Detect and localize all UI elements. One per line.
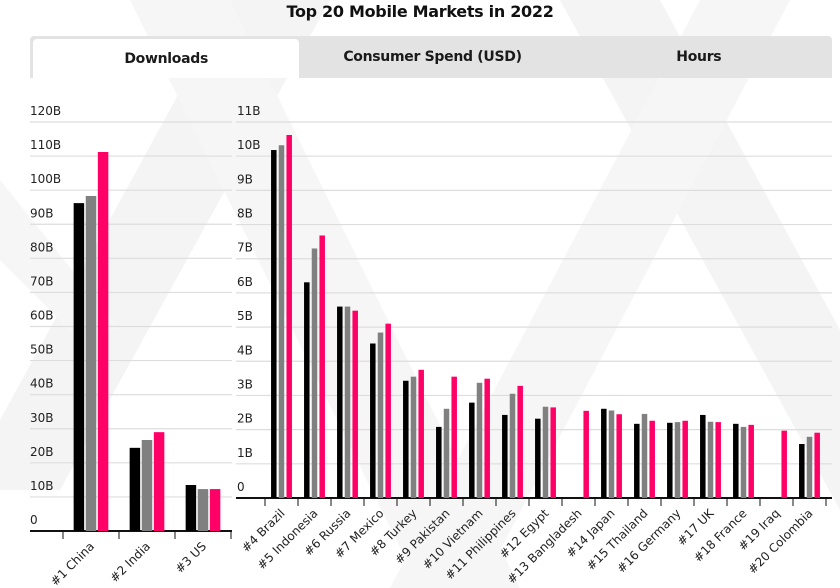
tab-hours[interactable]: Hours — [676, 49, 722, 65]
bar-series_2 — [311, 248, 318, 498]
bar-series_3 — [319, 235, 325, 498]
y-tick-label: 60B — [30, 309, 54, 323]
bar-series_1 — [370, 343, 376, 498]
x-tick-label: #2 India — [107, 539, 153, 585]
tab-bar: Downloads Consumer Spend (USD) Hours — [30, 36, 832, 78]
bar-series_3 — [715, 422, 721, 498]
y-tick-label: 10B — [237, 138, 261, 152]
bar-series_2 — [542, 406, 549, 498]
y-tick-label: 4B — [237, 343, 253, 357]
bar-series_3 — [517, 385, 523, 498]
bar-series_3 — [781, 430, 787, 498]
y-tick-label: 70B — [30, 274, 54, 288]
x-tick-label: #3 US — [172, 539, 209, 576]
bar-series_1 — [601, 408, 607, 498]
y-tick-label: 80B — [30, 240, 54, 254]
y-tick-label: 90B — [30, 206, 54, 220]
bar-series_3 — [616, 414, 622, 498]
y-tick-label: 100B — [30, 172, 61, 186]
chart-title: Top 20 Mobile Markets in 2022 — [286, 2, 554, 21]
bar-series_3 — [418, 369, 424, 498]
bar-series_3 — [748, 424, 754, 498]
bar-series_2 — [509, 393, 516, 498]
bar-series_1 — [403, 380, 409, 498]
y-tick-label: 0 — [30, 513, 38, 527]
bar-series_3 — [286, 134, 292, 499]
tab-consumer-spend[interactable]: Consumer Spend (USD) — [343, 49, 522, 65]
y-tick-label: 6B — [237, 275, 253, 289]
bar-series_2 — [141, 439, 153, 531]
y-tick-label: 10B — [30, 479, 54, 493]
bar-series_3 — [484, 378, 490, 498]
bar-series_2 — [278, 145, 285, 498]
bar-series_1 — [129, 447, 141, 531]
bar-series_1 — [337, 306, 343, 498]
bar-series_3 — [153, 432, 165, 531]
bar-series_3 — [385, 323, 391, 498]
bar-series_3 — [649, 420, 655, 498]
bar-series_3 — [682, 420, 688, 498]
bar-series_1 — [700, 414, 706, 498]
y-tick-label: 3B — [237, 377, 253, 391]
y-tick-label: 1B — [237, 446, 253, 460]
bar-series_2 — [377, 332, 384, 498]
bar-series_2 — [806, 436, 813, 498]
y-tick-label: 11B — [237, 104, 261, 118]
bar-series_1 — [304, 282, 310, 498]
bar-series_3 — [451, 376, 457, 498]
bar-series_2 — [410, 376, 417, 498]
bar-series_2 — [85, 195, 97, 532]
y-tick-label: 120B — [30, 104, 61, 118]
bar-series_1 — [634, 423, 640, 498]
bar-series_2 — [344, 306, 351, 498]
y-tick-label: 9B — [237, 172, 253, 186]
tab-downloads[interactable]: Downloads — [33, 39, 300, 78]
bar-series_1 — [535, 418, 541, 498]
y-tick-label: 2B — [237, 412, 253, 426]
bar-series_2 — [443, 408, 450, 498]
bar-series_3 — [583, 410, 589, 498]
bar-series_3 — [209, 489, 221, 531]
y-tick-label: 110B — [30, 138, 61, 152]
bar-series_1 — [436, 426, 442, 498]
bar-series_1 — [271, 150, 277, 498]
y-tick-label: 0 — [237, 480, 245, 494]
y-tick-label: 7B — [237, 241, 253, 255]
y-tick-label: 40B — [30, 377, 54, 391]
y-tick-label: 5B — [237, 309, 253, 323]
bar-series_2 — [707, 421, 714, 498]
y-tick-label: 50B — [30, 343, 54, 357]
bar-series_2 — [476, 382, 483, 498]
y-tick-label: 8B — [237, 207, 253, 221]
bar-series_1 — [667, 422, 673, 498]
bar-series_3 — [97, 151, 109, 531]
x-tick-label: #1 China — [48, 539, 97, 588]
y-tick-label: 30B — [30, 411, 54, 425]
bar-series_2 — [740, 426, 747, 498]
bar-series_2 — [608, 410, 615, 498]
bar-series_3 — [550, 407, 556, 498]
y-tick-label: 20B — [30, 445, 54, 459]
bar-series_2 — [641, 413, 648, 498]
bar-series_2 — [674, 422, 681, 498]
bar-series_1 — [469, 402, 475, 498]
bar-series_3 — [352, 310, 358, 498]
bar-series_1 — [73, 203, 85, 531]
bar-series_2 — [197, 489, 209, 531]
bar-series_1 — [799, 443, 805, 498]
bar-series_1 — [502, 414, 508, 498]
bar-series_3 — [814, 432, 820, 498]
bar-series_1 — [733, 423, 739, 498]
bar-series_1 — [185, 484, 197, 531]
